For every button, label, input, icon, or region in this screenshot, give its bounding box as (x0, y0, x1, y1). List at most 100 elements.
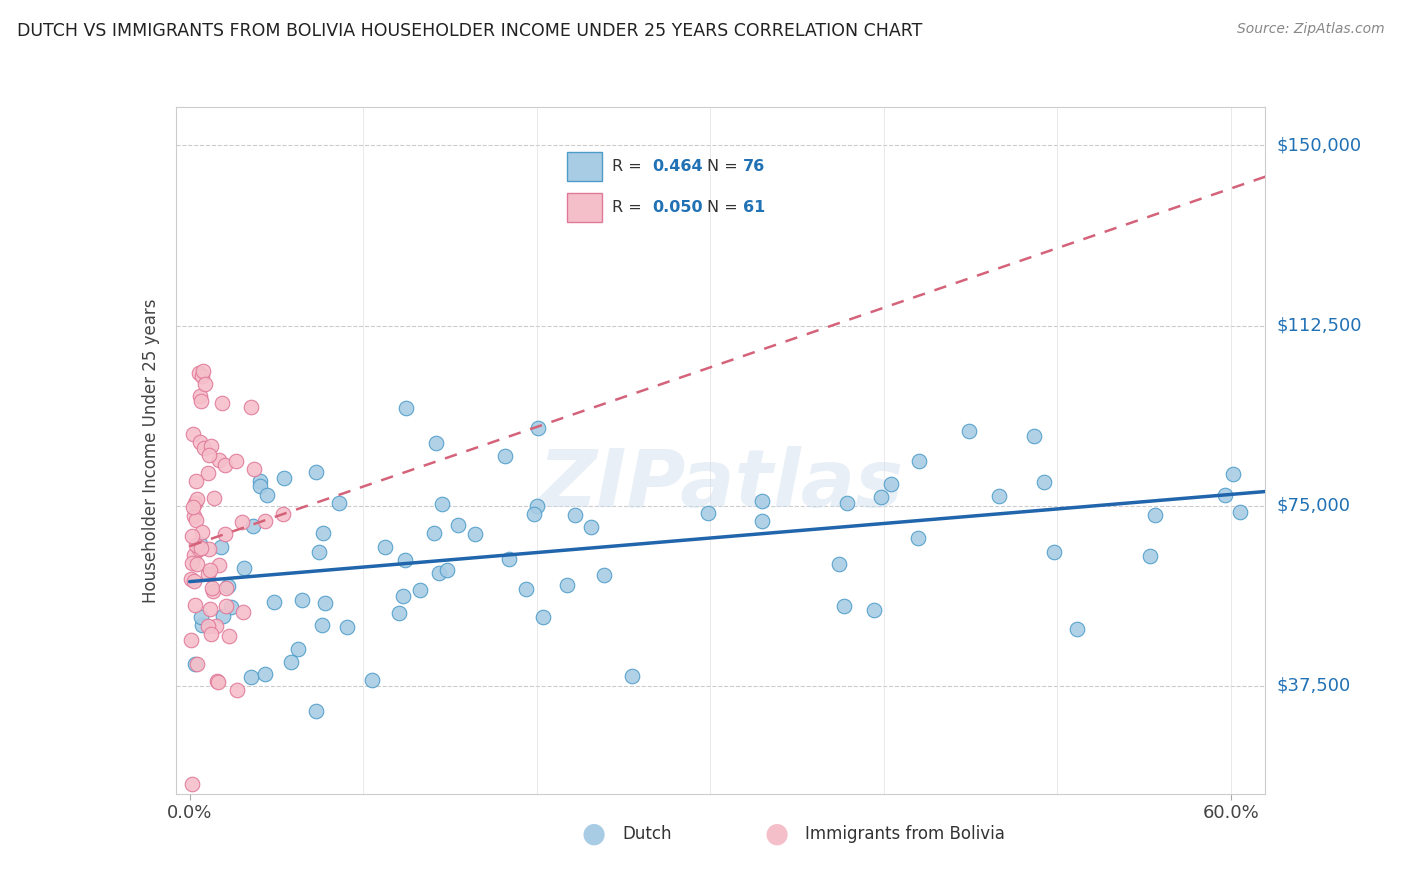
Point (392, 590, 415, 604)
Point (217, 579, 239, 593)
Point (184, 538, 207, 552)
Point (751, 493, 773, 508)
Point (239, 400, 262, 414)
Point (200, 602, 222, 616)
Point (273, 471, 295, 485)
Point (957, 425, 980, 439)
Point (191, 364, 214, 378)
Point (200, 563, 222, 577)
Point (308, 545, 330, 559)
Point (225, 683, 247, 698)
Text: 0.050: 0.050 (652, 200, 703, 215)
Point (425, 436, 447, 450)
Point (254, 667, 277, 681)
Point (464, 527, 486, 541)
Point (409, 583, 432, 598)
Point (184, 657, 207, 672)
Text: Source: ZipAtlas.com: Source: ZipAtlas.com (1237, 22, 1385, 37)
Text: $75,000: $75,000 (1277, 497, 1351, 515)
Y-axis label: Householder Income Under 25 years: Householder Income Under 25 years (142, 298, 160, 603)
Point (987, 489, 1010, 503)
Point (184, 496, 207, 510)
Point (201, 584, 224, 599)
Point (215, 582, 238, 596)
Text: 61: 61 (742, 200, 765, 215)
Point (311, 526, 333, 541)
Point (243, 461, 266, 475)
Point (287, 642, 309, 657)
Point (869, 490, 891, 504)
Point (181, 556, 204, 570)
Point (186, 513, 208, 527)
Point (187, 366, 209, 380)
Point (188, 435, 211, 450)
Point (564, 508, 586, 522)
Point (198, 541, 221, 556)
Point (193, 441, 215, 455)
Point (219, 600, 242, 615)
Point (271, 508, 294, 522)
Point (188, 542, 211, 557)
Text: Dutch: Dutch (621, 825, 672, 843)
Point (191, 525, 214, 540)
Point (1215, 488, 1237, 502)
Point (863, 602, 886, 616)
Point (305, 704, 328, 718)
Point (907, 454, 929, 468)
Point (191, 617, 214, 632)
Text: R =: R = (612, 159, 647, 174)
Text: 0.464: 0.464 (652, 159, 703, 174)
Text: N =: N = (707, 159, 744, 174)
Point (1139, 549, 1161, 564)
Point (1042, 544, 1064, 558)
Point (579, 519, 602, 533)
Text: $37,500: $37,500 (1277, 677, 1351, 695)
Point (197, 466, 219, 480)
Text: R =: R = (612, 200, 647, 215)
Text: $150,000: $150,000 (1277, 136, 1361, 154)
Point (394, 401, 416, 415)
Point (208, 453, 231, 467)
Point (181, 500, 204, 514)
Point (555, 578, 578, 592)
Point (311, 617, 333, 632)
Point (186, 492, 208, 507)
Text: DUTCH VS IMMIGRANTS FROM BOLIVIA HOUSEHOLDER INCOME UNDER 25 YEARS CORRELATION C: DUTCH VS IMMIGRANTS FROM BOLIVIA HOUSEHO… (17, 22, 922, 40)
Text: N =: N = (707, 200, 744, 215)
Point (212, 608, 235, 623)
Point (290, 592, 312, 607)
Point (256, 488, 278, 502)
Point (254, 514, 277, 528)
Point (180, 632, 202, 647)
Point (204, 619, 226, 633)
Point (202, 491, 225, 505)
Point (834, 599, 856, 613)
Point (190, 541, 212, 555)
Point (194, 376, 217, 391)
Point (186, 557, 208, 571)
Point (183, 548, 205, 562)
Point (232, 560, 254, 574)
Point (593, 567, 616, 582)
Point (231, 515, 253, 529)
Point (1143, 508, 1166, 523)
Point (207, 675, 229, 690)
Point (879, 476, 901, 491)
Point (515, 582, 537, 597)
Point (280, 655, 302, 669)
Point (314, 596, 336, 610)
Point (249, 478, 271, 492)
FancyBboxPatch shape (567, 153, 602, 181)
Point (214, 458, 236, 473)
Point (197, 567, 219, 582)
Point (828, 557, 851, 571)
Point (336, 620, 359, 634)
Point (188, 389, 211, 403)
FancyBboxPatch shape (567, 194, 602, 222)
Point (436, 563, 458, 577)
Point (447, 518, 470, 533)
Point (394, 553, 416, 567)
Point (494, 449, 516, 463)
Point (181, 426, 204, 441)
Point (200, 627, 222, 641)
